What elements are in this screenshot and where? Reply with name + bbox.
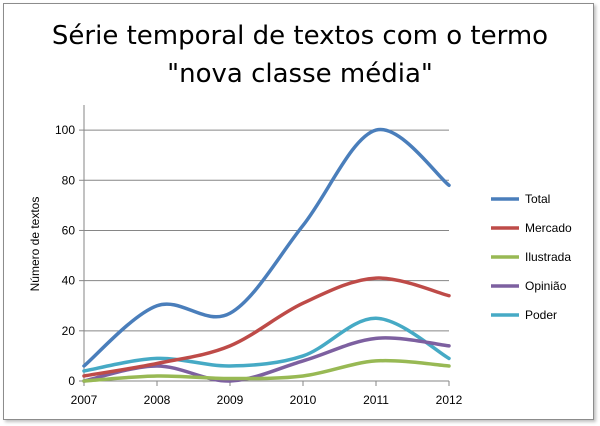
series-lines [82,127,451,383]
y-tick-label: 60 [62,223,76,237]
chart-frame: Série temporal de textos com o termo "no… [3,3,594,420]
series-line-ilustrada [82,358,451,383]
x-tick-label: 2011 [363,393,389,407]
legend-label-ilustrada: Ilustrada [525,250,571,264]
chart-title-line-1: Série temporal de textos com o termo [52,21,548,51]
x-tick-label: 2009 [217,393,244,407]
legend-label-opiniao: Opinião [525,279,567,293]
legend-label-mercado: Mercado [525,221,572,235]
legend-label-total: Total [525,192,550,206]
series-line-mercado [82,276,451,378]
x-tick-label: 2007 [71,393,98,407]
gridlines [84,129,449,332]
y-tick-label: 20 [62,324,76,338]
chart-title-line-2: "nova classe média" [167,59,433,89]
axes [79,105,450,386]
y-axis-title: Número de textos [28,197,42,292]
y-tick-label: 0 [68,374,75,388]
x-tick-label: 2010 [290,393,317,407]
line-chart: Série temporal de textos com o termo "no… [28,21,572,407]
series-line-poder [82,316,451,373]
x-tick-label: 2012 [436,393,463,407]
series-line-total [82,127,451,368]
y-tick-label: 40 [62,274,76,288]
y-tick-label: 100 [55,123,75,137]
legend: Total Mercado Ilustrada Opinião Poder [491,192,572,322]
legend-label-poder: Poder [525,308,557,322]
y-tick-label: 80 [62,173,76,187]
tick-labels: 0 20 40 60 80 100 2007 2008 2009 2010 2011 2012 [55,123,463,407]
x-tick-label: 2008 [144,393,171,407]
